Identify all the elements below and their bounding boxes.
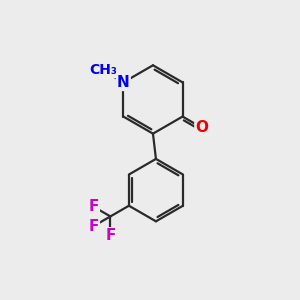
Text: F: F xyxy=(88,219,99,234)
Text: F: F xyxy=(105,228,116,243)
Text: N: N xyxy=(117,75,130,90)
Text: F: F xyxy=(88,199,99,214)
Text: CH₃: CH₃ xyxy=(89,64,117,77)
Text: O: O xyxy=(195,120,208,135)
